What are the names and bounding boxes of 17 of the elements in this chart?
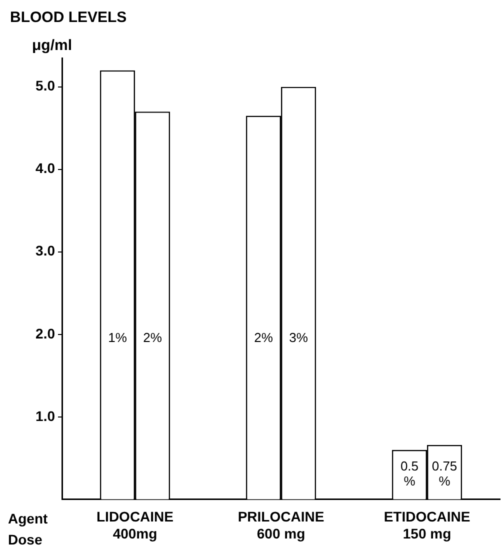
y-axis-title: μg/ml (32, 37, 72, 54)
annotation: 2% (254, 330, 274, 346)
annotation: 3% (289, 330, 308, 346)
text: Agent Dose (8, 510, 48, 548)
annotation: 0.5 % (400, 458, 419, 489)
x-tick-label: PRILOCAINE 600 mg (238, 508, 324, 542)
x-tick-label: ETIDOCAINE 150 mg (384, 508, 470, 542)
x-tick-label: LIDOCAINE 400mg (96, 508, 174, 542)
y-tick-label: 1.0 (36, 408, 56, 424)
y-tick-label: 3.0 (36, 242, 56, 259)
y-tick-label: 2.0 (36, 325, 56, 342)
chart-title: BLOOD LEVELS (10, 9, 127, 26)
y-tick-label: 4.0 (36, 160, 56, 176)
annotation: 2% (143, 330, 162, 346)
y-tick-label: 5.0 (36, 78, 56, 94)
annotation: 1% (108, 330, 128, 346)
annotation: 0.75 % (432, 458, 458, 489)
